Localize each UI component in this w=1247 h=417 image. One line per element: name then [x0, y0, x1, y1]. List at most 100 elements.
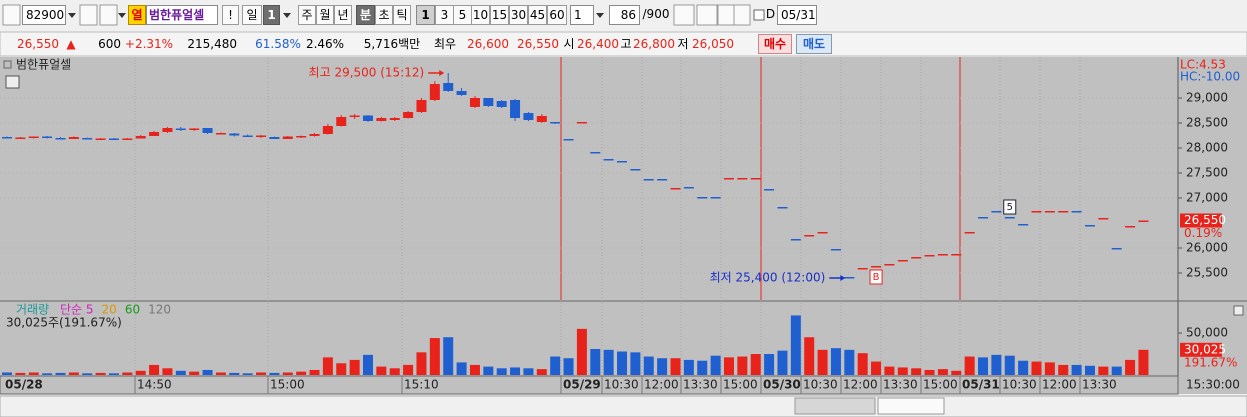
candle-body — [590, 152, 601, 154]
candle-body — [376, 118, 387, 121]
x-tick-label: 12:00 — [843, 378, 878, 392]
date-input[interactable]: 05/31 — [777, 5, 817, 25]
date-checkbox[interactable] — [753, 9, 765, 21]
volume-bar — [550, 356, 561, 375]
tool-icon[interactable] — [696, 4, 718, 26]
plot-bg — [0, 57, 1178, 376]
dropdown-arrow[interactable] — [118, 13, 126, 18]
period-button[interactable]: 주 — [298, 5, 316, 25]
ma-label: 단순 5 — [60, 303, 94, 317]
signal-label: 5 — [1007, 202, 1013, 213]
tool-icon[interactable] — [99, 4, 118, 26]
interval-button[interactable]: 15 — [490, 5, 509, 25]
tool-icon[interactable] — [733, 4, 751, 26]
volume-bar — [523, 368, 534, 375]
interval-button[interactable]: 3 — [435, 5, 454, 25]
candle-body — [403, 112, 414, 118]
candle-body — [175, 128, 186, 130]
stock-code-input[interactable]: 82900 — [22, 5, 66, 25]
volume-bar — [777, 350, 788, 375]
interval-button[interactable]: 45 — [528, 5, 547, 25]
candle-body — [1098, 218, 1109, 220]
candle-body — [269, 137, 280, 139]
candle-body — [911, 257, 922, 259]
candle-body — [1018, 224, 1029, 226]
interval-button[interactable]: 60 — [547, 5, 567, 25]
high-arrowhead — [439, 70, 445, 76]
dropdown-arrow[interactable] — [68, 13, 76, 18]
dropdown-arrow[interactable] — [283, 13, 291, 18]
unit-button[interactable]: 초 — [375, 5, 393, 25]
candle-body — [550, 122, 561, 124]
play-controls[interactable] — [877, 397, 945, 415]
period-button[interactable]: 년 — [334, 5, 352, 25]
volume-ratio: 191.67% — [1184, 355, 1237, 369]
volume-bar — [55, 372, 66, 375]
volume-bar — [1044, 362, 1055, 375]
tool-icon[interactable] — [673, 4, 695, 26]
volume-bar — [790, 315, 801, 375]
volume-bar — [483, 366, 494, 375]
volume-bar — [576, 328, 587, 375]
volume-bar — [215, 372, 226, 375]
volume-bar — [108, 373, 119, 375]
candle-body — [737, 178, 748, 180]
volume-bar — [443, 337, 454, 375]
volume-bar — [95, 372, 106, 375]
volume-bar — [764, 354, 775, 375]
scroll-thumb[interactable] — [794, 397, 876, 415]
candle-body — [523, 113, 534, 120]
current-volume: 30,025 — [1184, 342, 1226, 356]
calendar-icon[interactable] — [5, 75, 20, 89]
candle-body — [1044, 211, 1055, 213]
candle-body — [563, 139, 574, 141]
scrollbar[interactable] — [0, 395, 1247, 417]
stock-tag[interactable]: 열 — [128, 5, 146, 25]
tool-icon[interactable] — [717, 4, 735, 26]
period-button[interactable]: 일 — [242, 5, 262, 25]
unit-button[interactable]: 분 — [356, 5, 375, 25]
volume-bar — [1004, 355, 1015, 375]
stock-name[interactable]: 범한퓨얼셀 — [146, 5, 218, 25]
volume-bar — [911, 368, 922, 375]
interval-button[interactable]: 30 — [509, 5, 528, 25]
volume-bar — [389, 368, 400, 375]
period-count[interactable]: 1 — [263, 5, 280, 25]
sell-button[interactable]: 매도 — [796, 34, 832, 54]
volume-bar — [1071, 364, 1082, 375]
candle-body — [1125, 226, 1136, 228]
candle-body — [804, 235, 815, 237]
candle-body — [28, 136, 39, 138]
buy-button[interactable]: 매수 — [758, 34, 792, 54]
ma-label: 60 — [125, 303, 140, 317]
interval-button[interactable]: 5 — [453, 5, 472, 25]
x-tick-label: 05/31 — [962, 378, 1000, 392]
dropdown-arrow[interactable] — [596, 13, 604, 18]
volume-bar — [229, 372, 240, 375]
quote-volume-ratio: 61.58% — [255, 37, 301, 51]
alert-button[interactable]: ! — [222, 5, 239, 25]
candle-body — [429, 84, 440, 100]
volume-title: 거래량 — [16, 303, 49, 317]
period-button[interactable]: 월 — [316, 5, 334, 25]
y-tick-label: 28,000 — [1186, 141, 1228, 155]
volume-bar — [630, 352, 641, 375]
candle-body — [68, 137, 79, 139]
candle-body — [1138, 220, 1149, 222]
candle-body — [162, 128, 173, 132]
candle-body — [830, 249, 841, 251]
interval-button[interactable]: 1 — [416, 5, 435, 25]
panel-close[interactable] — [1233, 305, 1244, 316]
interval-input[interactable]: 1 — [570, 5, 594, 25]
quote-label-best: 최우 — [433, 37, 457, 51]
interval-button[interactable]: 10 — [471, 5, 490, 25]
volume-bar — [469, 364, 480, 375]
x-tick-label: 13:30 — [883, 378, 918, 392]
tool-icon[interactable] — [79, 4, 98, 26]
tool-icon[interactable] — [2, 4, 21, 26]
count-input[interactable]: 86 — [609, 5, 640, 25]
volume-bar — [723, 357, 734, 375]
candle-body — [643, 179, 654, 181]
unit-button[interactable]: 틱 — [393, 5, 411, 25]
